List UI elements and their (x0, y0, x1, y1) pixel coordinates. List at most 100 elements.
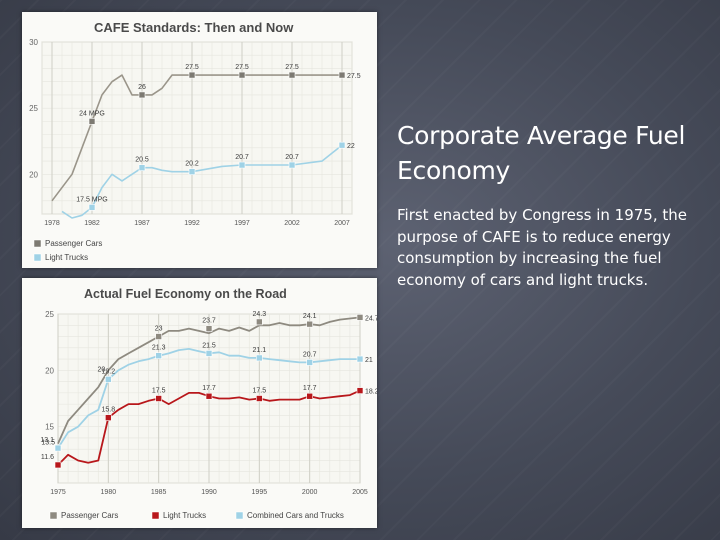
data-point-light-trucks (105, 414, 112, 421)
data-label-combined-cars-and-trucks: 21.5 (202, 342, 216, 349)
data-point-combined-cars-and-trucks (54, 444, 62, 452)
data-label-light-trucks: 17.5 MPG (76, 196, 108, 203)
data-point-passenger-cars (155, 333, 162, 340)
slide-title: Corporate Average Fuel Economy (397, 121, 686, 185)
data-label-passenger-cars: 27.5 (185, 64, 199, 71)
data-point-light-trucks (306, 392, 313, 400)
legend-swatch-light-trucks (151, 511, 160, 520)
data-point-combined-cars-and-trucks (155, 352, 162, 359)
data-point-passenger-cars (306, 320, 313, 328)
data-label-light-trucks: 22 (347, 143, 355, 150)
legend-label-passenger-cars: Passenger Cars (61, 511, 118, 520)
data-point-combined-cars-and-trucks (105, 376, 112, 383)
data-label-passenger-cars: 24 MPG (79, 110, 105, 117)
data-label-combined-cars-and-trucks: 19.2 (102, 368, 116, 375)
data-label-extra: 20 (98, 366, 106, 373)
data-point-light-trucks (155, 395, 162, 402)
data-label-light-trucks: 17.7 (202, 385, 216, 392)
data-point-passenger-cars (238, 71, 246, 79)
data-point-passenger-cars (138, 91, 146, 99)
data-label-passenger-cars: 23.7 (202, 318, 216, 325)
plot-area (41, 41, 353, 215)
data-point-light-trucks (88, 204, 96, 211)
chart-title: CAFE Standards: Then and Now (94, 20, 294, 35)
data-point-light-trucks (256, 395, 263, 402)
data-point-passenger-cars (205, 325, 213, 332)
y-tick-label: 20 (45, 366, 54, 375)
cafe-standards-svg: CAFE Standards: Then and Now 1978 1982 1987… (29, 20, 361, 262)
x-tick-label: 1990 (201, 489, 217, 496)
x-tick-label: 1995 (252, 489, 268, 496)
data-label-light-trucks: 18.2 (365, 389, 377, 396)
series-line-passenger-cars (51, 74, 342, 202)
data-point-light-trucks (188, 168, 196, 175)
actual-fuel-economy-chart: Actual Fuel Economy on the Road 1975 1980 1… (22, 278, 377, 528)
data-label-light-trucks: 20.7 (285, 154, 299, 161)
data-point-light-trucks (356, 387, 364, 394)
data-point-passenger-cars (188, 71, 196, 79)
data-label-light-trucks: 20.5 (135, 157, 149, 164)
data-point-light-trucks (54, 461, 62, 469)
data-point-passenger-cars (356, 314, 364, 321)
legend-swatch-passenger-cars (49, 511, 58, 520)
data-label-light-trucks: 20.2 (185, 161, 199, 168)
data-label-passenger-cars: 24.7 (365, 315, 377, 322)
chart-title: Actual Fuel Economy on the Road (84, 287, 287, 301)
data-label-light-trucks: 17.5 (253, 388, 267, 395)
data-label-light-trucks: 20.7 (235, 154, 249, 161)
slide-body-text: First enacted by Congress in 1975, the p… (397, 206, 687, 289)
data-label-passenger-cars: 27.5 (347, 73, 361, 80)
data-label-extra: 13.5 (41, 440, 55, 447)
data-point-combined-cars-and-trucks (306, 359, 313, 366)
data-point-passenger-cars (88, 118, 96, 125)
data-point-light-trucks (288, 161, 296, 169)
data-point-passenger-cars (256, 318, 263, 326)
legend-label-combined-cars-and-trucks: Combined Cars and Trucks (247, 511, 344, 520)
data-point-light-trucks (338, 141, 346, 149)
slide-text-area: Corporate Average Fuel Economy First ena… (397, 118, 702, 291)
data-label-passenger-cars: 23 (155, 326, 163, 333)
y-tick-label: 25 (45, 310, 54, 319)
x-tick-label: 2002 (284, 220, 300, 227)
legend-label-light-trucks: Light Trucks (45, 253, 88, 262)
x-tick-label: 2005 (352, 489, 368, 496)
x-tick-label: 2007 (334, 220, 350, 227)
y-tick-label: 30 (29, 38, 38, 47)
legend-swatch-light-trucks (33, 253, 42, 262)
data-label-combined-cars-and-trucks: 21 (365, 357, 373, 364)
x-tick-label: 1978 (44, 220, 60, 227)
y-tick-label: 25 (29, 104, 38, 113)
data-point-light-trucks (205, 392, 213, 400)
x-tick-label: 1982 (84, 220, 100, 227)
data-point-combined-cars-and-trucks (256, 354, 263, 362)
data-label-combined-cars-and-trucks: 20.7 (303, 351, 317, 358)
data-point-combined-cars-and-trucks (205, 350, 213, 357)
actual-fuel-economy-svg: Actual Fuel Economy on the Road 1975 1980 1… (40, 287, 377, 520)
legend-label-passenger-cars: Passenger Cars (45, 239, 102, 248)
legend-swatch-combined-cars-and-trucks (235, 511, 244, 520)
y-tick-label: 20 (29, 170, 38, 179)
data-label-light-trucks: 11.6 (41, 454, 54, 461)
data-label-passenger-cars: 26 (138, 84, 146, 91)
x-tick-label: 1985 (151, 489, 167, 496)
data-label-passenger-cars: 27.5 (285, 64, 299, 71)
data-point-light-trucks (238, 161, 246, 169)
data-point-passenger-cars (338, 71, 346, 79)
data-point-passenger-cars (288, 71, 296, 79)
y-tick-label: 15 (45, 423, 54, 432)
data-label-light-trucks: 15.8 (102, 407, 116, 414)
legend-swatch-passenger-cars (33, 239, 42, 248)
data-label-passenger-cars: 24.1 (303, 313, 317, 320)
x-tick-label: 1997 (234, 220, 250, 227)
x-tick-label: 1980 (101, 489, 117, 496)
legend-label-light-trucks: Light Trucks (163, 511, 206, 520)
data-point-combined-cars-and-trucks (356, 355, 364, 363)
cafe-standards-chart: CAFE Standards: Then and Now 1978 1982 1987… (22, 12, 377, 268)
data-label-combined-cars-and-trucks: 13.1 (40, 437, 54, 444)
x-tick-label: 1987 (134, 220, 150, 227)
x-tick-label: 1975 (50, 489, 66, 496)
data-label-light-trucks: 17.5 (152, 388, 166, 395)
data-label-light-trucks: 17.7 (303, 385, 317, 392)
data-label-passenger-cars: 27.5 (235, 64, 249, 71)
x-tick-label: 1992 (184, 220, 200, 227)
